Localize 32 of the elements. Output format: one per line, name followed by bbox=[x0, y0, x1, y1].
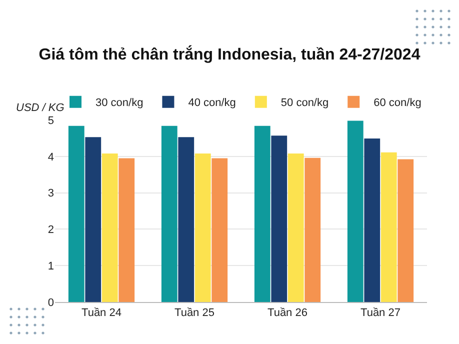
legend-label: 60 con/kg bbox=[374, 97, 422, 110]
y-tick-label: 4 bbox=[48, 151, 54, 164]
bar bbox=[212, 158, 228, 302]
y-tick-label: 0 bbox=[48, 296, 54, 309]
bar bbox=[68, 126, 84, 302]
bar bbox=[254, 126, 270, 302]
bar bbox=[102, 153, 118, 302]
bar bbox=[380, 152, 397, 302]
legend-label: 50 con/kg bbox=[280, 97, 329, 110]
y-tick-label: 1 bbox=[48, 260, 54, 272]
chart-title: Giá tôm thẻ chân trắng Indonesia, tuần 24-27/2024 bbox=[38, 44, 420, 64]
y-tick-label: 3 bbox=[48, 188, 54, 200]
x-tick-label: Tuần 25 bbox=[174, 307, 214, 320]
y-axis-title: USD / KG bbox=[16, 102, 65, 114]
x-tick-label: Tuần 27 bbox=[360, 307, 400, 320]
bar bbox=[271, 136, 288, 302]
legend-label: 30 con/kg bbox=[96, 97, 144, 110]
x-tick-label: Tuần 26 bbox=[268, 307, 308, 320]
legend-label: 40 con/kg bbox=[188, 97, 236, 110]
x-tick-label: Tuần 24 bbox=[82, 307, 122, 320]
bar bbox=[85, 137, 102, 302]
bar bbox=[161, 126, 178, 302]
y-tick-label: 5 bbox=[48, 114, 54, 127]
bar bbox=[118, 158, 135, 302]
bar bbox=[178, 137, 194, 302]
bar bbox=[304, 158, 321, 302]
bar bbox=[194, 153, 211, 302]
bar bbox=[288, 153, 304, 302]
bar bbox=[347, 120, 364, 302]
bar bbox=[364, 138, 380, 302]
y-tick-label: 2 bbox=[48, 224, 54, 236]
bar bbox=[398, 159, 414, 302]
